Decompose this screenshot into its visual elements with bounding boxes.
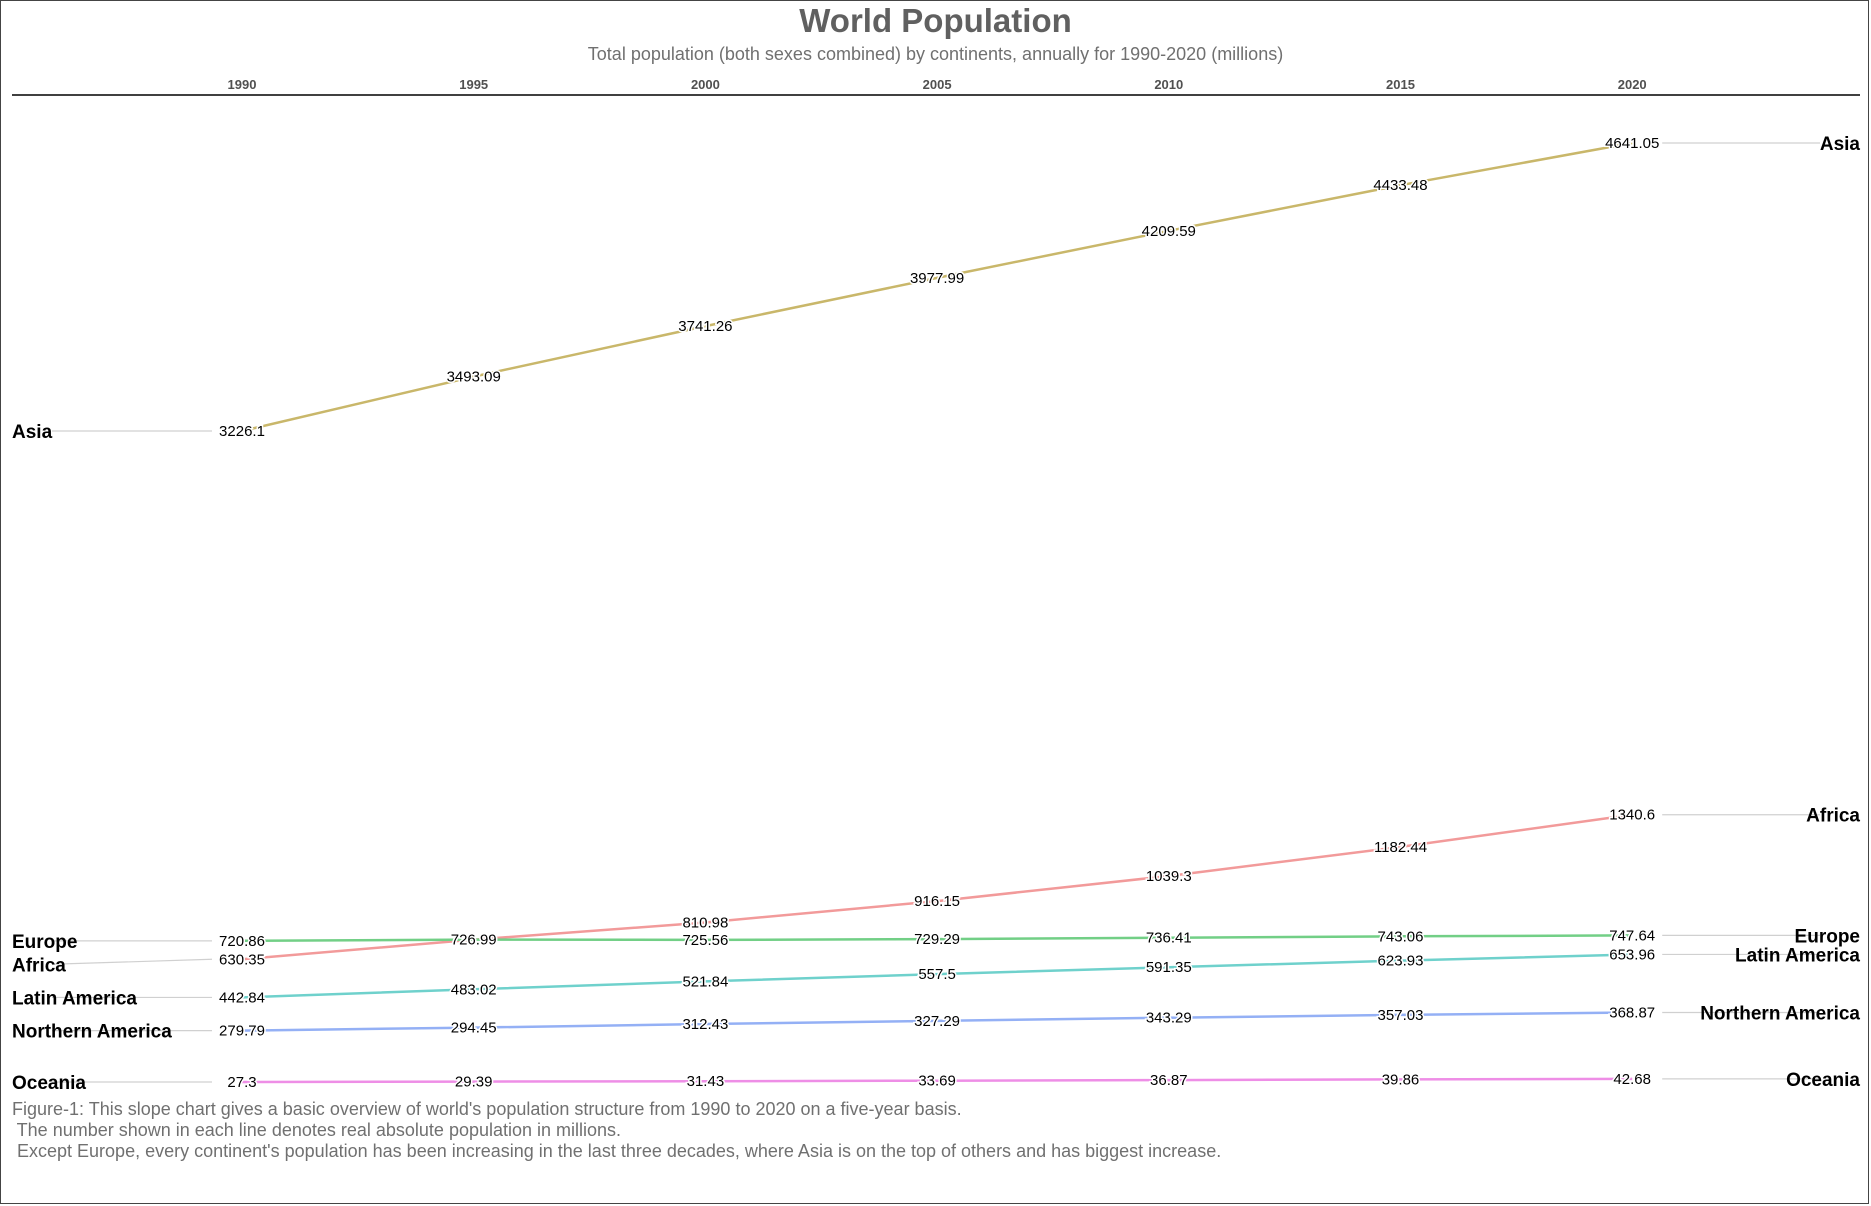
series-label-left-europe: Europe — [12, 932, 77, 953]
series-label-right-africa: Africa — [1806, 806, 1860, 827]
year-label-2015: 2015 — [1386, 77, 1415, 92]
value-label-oceania-2005: 33.69 — [918, 1073, 956, 1090]
year-label-2005: 2005 — [923, 77, 952, 92]
value-label-northern-america-2020: 368.87 — [1609, 1004, 1655, 1021]
series-label-left-asia: Asia — [12, 422, 53, 443]
year-label-2010: 2010 — [1154, 77, 1183, 92]
value-label-europe-1990: 720.86 — [219, 933, 265, 950]
series-label-left-oceania: Oceania — [12, 1073, 86, 1094]
value-label-latin-america-2005: 557.5 — [918, 966, 956, 983]
value-label-northern-america-2010: 343.29 — [1146, 1010, 1192, 1027]
value-label-africa-1990: 630.35 — [219, 951, 265, 968]
value-label-asia-2000: 3741.26 — [678, 318, 732, 335]
series-label-right-europe: Europe — [1795, 926, 1860, 947]
caption-line-1: Figure-1: This slope chart gives a basic… — [12, 1099, 962, 1119]
series-line-asia — [241, 141, 1633, 433]
connector-left-africa — [51, 958, 213, 965]
value-label-asia-2010: 4209.59 — [1142, 223, 1196, 240]
series-label-right-asia: Asia — [1820, 134, 1861, 155]
value-label-northern-america-1990: 279.79 — [219, 1023, 265, 1040]
value-label-latin-america-2015: 623.93 — [1378, 953, 1424, 970]
value-label-oceania-2000: 31.43 — [687, 1073, 725, 1090]
value-label-latin-america-2020: 653.96 — [1609, 946, 1655, 963]
value-label-latin-america-1990: 442.84 — [219, 989, 265, 1006]
value-label-europe-2015: 743.06 — [1378, 928, 1424, 945]
value-label-africa-2020: 1340.6 — [1609, 807, 1655, 824]
figure-caption: Figure-1: This slope chart gives a basic… — [12, 1099, 1221, 1162]
value-label-africa-1995: 726.99 — [451, 932, 497, 949]
series-label-left-northern-america: Northern America — [12, 1022, 172, 1043]
value-label-latin-america-2010: 591.35 — [1146, 959, 1192, 976]
value-label-oceania-2020: 42.68 — [1613, 1071, 1651, 1088]
series-line-europe — [241, 934, 1633, 943]
series-label-left-africa: Africa — [12, 955, 66, 976]
year-label-2000: 2000 — [691, 77, 720, 92]
caption-line-2: The number shown in each line denotes re… — [12, 1120, 622, 1140]
chart-title: World Population — [799, 2, 1072, 39]
value-label-northern-america-2015: 357.03 — [1378, 1007, 1424, 1024]
year-label-1995: 1995 — [459, 77, 488, 92]
value-label-asia-2015: 4433.48 — [1373, 177, 1427, 194]
value-label-latin-america-1995: 483.02 — [451, 981, 497, 998]
series-label-right-northern-america: Northern America — [1700, 1003, 1860, 1024]
value-label-latin-america-2000: 521.84 — [682, 973, 728, 990]
series-line-northern-america — [241, 1011, 1633, 1032]
value-label-europe-2005: 729.29 — [914, 931, 960, 948]
value-label-asia-2005: 3977.99 — [910, 270, 964, 287]
value-label-africa-2005: 916.15 — [914, 893, 960, 910]
value-label-europe-2020: 747.64 — [1609, 927, 1655, 944]
value-label-asia-1995: 3493.09 — [447, 369, 501, 386]
value-label-northern-america-1995: 294.45 — [451, 1020, 497, 1037]
value-label-africa-2015: 1182.44 — [1374, 839, 1427, 856]
chart-subtitle: Total population (both sexes combined) b… — [587, 44, 1284, 64]
value-label-europe-2000: 725.56 — [682, 932, 728, 949]
value-label-asia-2020: 4641.05 — [1605, 135, 1659, 152]
value-label-northern-america-2005: 327.29 — [914, 1013, 960, 1030]
value-label-europe-1995: 726.99 — [451, 932, 497, 949]
value-label-europe-2010: 736.41 — [1146, 930, 1192, 947]
year-label-1990: 1990 — [228, 77, 257, 92]
value-label-africa-2010: 1039.3 — [1146, 868, 1192, 885]
caption-line-3: Except Europe, every continent's populat… — [12, 1141, 1222, 1161]
value-label-oceania-2015: 39.86 — [1382, 1071, 1420, 1088]
series-label-right-oceania: Oceania — [1786, 1070, 1860, 1091]
series-line-oceania — [241, 1077, 1633, 1084]
series-label-right-latin-america: Latin America — [1735, 945, 1860, 966]
series-label-left-latin-america: Latin America — [12, 988, 137, 1009]
value-label-oceania-1995: 29.39 — [455, 1074, 493, 1091]
value-label-africa-2000: 810.98 — [682, 915, 728, 932]
year-label-2020: 2020 — [1618, 77, 1647, 92]
value-label-oceania-1990: 27.3 — [227, 1074, 256, 1091]
value-label-oceania-2010: 36.87 — [1150, 1072, 1188, 1089]
value-label-northern-america-2000: 312.43 — [682, 1016, 728, 1033]
value-label-asia-1990: 3226.1 — [219, 423, 265, 440]
series-line-latin-america — [241, 953, 1633, 999]
